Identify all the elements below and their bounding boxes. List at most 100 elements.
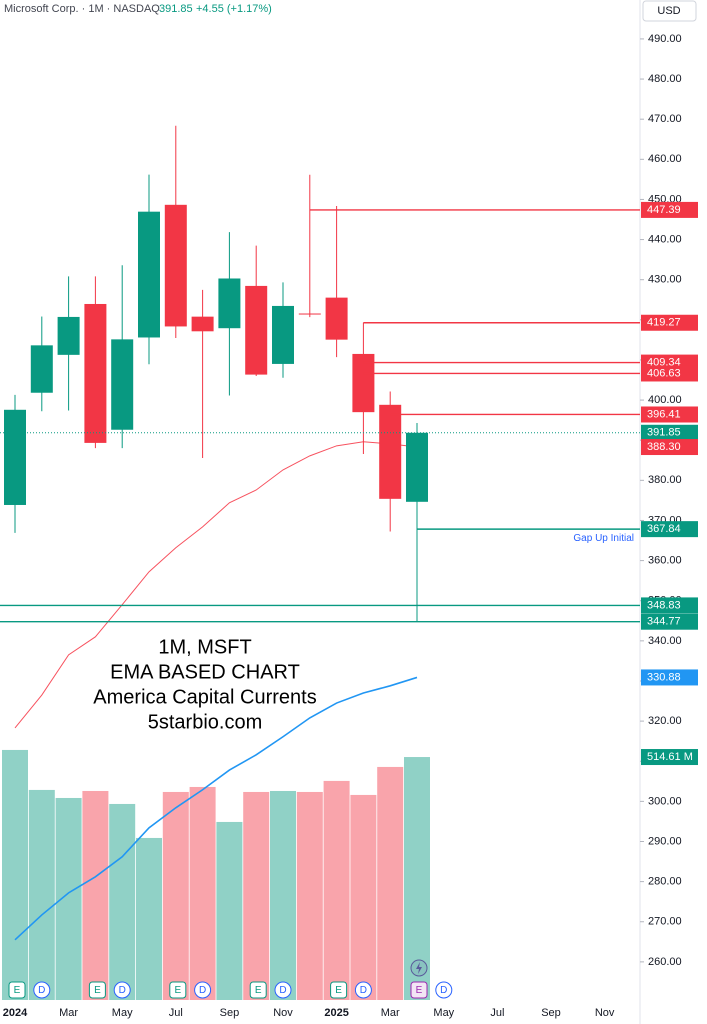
volume-bar bbox=[82, 790, 109, 1000]
volume-bar bbox=[55, 797, 82, 1000]
y-tick-label: 270.00 bbox=[648, 916, 682, 928]
event-marker: E bbox=[416, 985, 423, 996]
earnings-icon bbox=[88, 981, 106, 999]
x-tick-label: Sep bbox=[541, 1007, 561, 1019]
volume-bar bbox=[350, 794, 377, 1000]
candle-body bbox=[298, 313, 321, 315]
candle-body bbox=[138, 211, 160, 338]
y-tick-label: 340.00 bbox=[648, 635, 682, 647]
annotation: Gap Up Initial bbox=[573, 533, 634, 544]
candle-body bbox=[325, 297, 348, 340]
y-tick-label: 460.00 bbox=[648, 153, 682, 165]
price-badge bbox=[641, 201, 698, 218]
earnings-icon bbox=[249, 981, 267, 999]
x-tick-label: 2024 bbox=[3, 1007, 28, 1019]
x-tick-label: Mar bbox=[381, 1007, 400, 1019]
dividend-icon bbox=[354, 981, 372, 999]
dividend-icon bbox=[194, 981, 212, 999]
event-marker: E bbox=[255, 985, 262, 996]
price-badge-label: 388.30 bbox=[647, 441, 681, 453]
price-badge bbox=[641, 521, 698, 538]
price-badge-label: 344.77 bbox=[647, 616, 681, 628]
price-badge-label: 406.63 bbox=[647, 367, 681, 379]
volume-bar bbox=[243, 791, 270, 1000]
price-badge-label: 419.27 bbox=[647, 317, 681, 329]
flash-glyph bbox=[416, 962, 422, 974]
currency: USD bbox=[657, 5, 680, 17]
x-tick-label: May bbox=[112, 1007, 133, 1019]
x-tick-label: Jul bbox=[169, 1007, 183, 1019]
volume-bar bbox=[162, 791, 189, 1000]
price-badge bbox=[641, 613, 698, 630]
currency-box[interactable] bbox=[642, 0, 697, 22]
price-badge bbox=[641, 365, 698, 382]
y-tick-label: 470.00 bbox=[648, 113, 682, 125]
y-tick-label: 280.00 bbox=[648, 876, 682, 888]
y-tick-label: 360.00 bbox=[648, 555, 682, 567]
earnings-icon bbox=[169, 981, 187, 999]
event-marker: E bbox=[14, 985, 21, 996]
y-tick-label: 430.00 bbox=[648, 274, 682, 286]
price-badge-label: 447.39 bbox=[647, 204, 681, 216]
dividend-icon bbox=[435, 981, 453, 999]
price-badge bbox=[641, 406, 698, 423]
price-badge bbox=[641, 314, 698, 331]
ema-line bbox=[14, 441, 418, 729]
candle-body bbox=[272, 305, 294, 364]
volume-bar bbox=[377, 766, 404, 1000]
x-tick-label: Mar bbox=[59, 1007, 78, 1019]
x-tick-label: May bbox=[433, 1007, 454, 1019]
candle-body bbox=[218, 278, 241, 329]
dividend-icon bbox=[113, 981, 131, 999]
volume-bar bbox=[189, 786, 216, 1000]
price-change: +4.55 (+1.17%) bbox=[196, 3, 272, 15]
volume-bar bbox=[270, 790, 296, 1000]
x-tick-label: Nov bbox=[595, 1007, 615, 1019]
ema-line bbox=[14, 676, 418, 941]
y-tick-label: 480.00 bbox=[648, 73, 682, 85]
price-badge-label: 330.88 bbox=[647, 671, 681, 683]
volume-bar bbox=[404, 757, 430, 1000]
watermark-line: 5starbio.com bbox=[148, 711, 263, 733]
price-badge bbox=[641, 439, 698, 456]
dividend-icon bbox=[274, 981, 292, 999]
watermark-line: America Capital Currents bbox=[93, 686, 316, 708]
candle-body bbox=[4, 409, 26, 505]
candle-body bbox=[406, 432, 428, 502]
y-tick-label: 440.00 bbox=[648, 233, 682, 245]
candle-body bbox=[84, 303, 107, 443]
price-badge bbox=[641, 669, 698, 686]
y-tick-label: 400.00 bbox=[648, 394, 682, 406]
candle-body bbox=[352, 353, 375, 413]
event-marker: D bbox=[119, 985, 126, 996]
event-marker: D bbox=[279, 985, 286, 996]
last-price: 391.85 bbox=[159, 3, 193, 15]
volume-bar bbox=[28, 789, 55, 1000]
y-tick-label: 380.00 bbox=[648, 474, 682, 486]
event-marker: D bbox=[199, 985, 206, 996]
price-badge-label: 348.83 bbox=[647, 599, 681, 611]
y-tick-label: 490.00 bbox=[648, 33, 682, 45]
candle-body bbox=[30, 345, 53, 393]
event-marker: D bbox=[38, 985, 45, 996]
volume-bar bbox=[2, 749, 28, 1000]
candle-body bbox=[245, 285, 268, 375]
candle-body bbox=[379, 404, 402, 499]
dividend-icon bbox=[33, 981, 51, 999]
price-badge bbox=[641, 597, 698, 614]
watermark-line: 1M, MSFT bbox=[158, 636, 251, 658]
candle-body bbox=[57, 316, 80, 355]
x-tick-label: 2025 bbox=[324, 1007, 348, 1019]
event-marker: D bbox=[440, 985, 447, 996]
volume-bar bbox=[136, 837, 162, 1000]
volume-badge bbox=[641, 749, 698, 766]
volume-bar bbox=[216, 821, 243, 1000]
event-marker: E bbox=[174, 985, 181, 996]
event-marker: E bbox=[335, 985, 342, 996]
y-tick-label: 290.00 bbox=[648, 835, 682, 847]
price-badge-label: 396.41 bbox=[647, 408, 681, 420]
volume-badge-label: 514.61 M bbox=[647, 751, 693, 763]
earnings-icon bbox=[410, 981, 428, 999]
chart-title: Microsoft Corp. · 1M · NASDAQ bbox=[4, 3, 160, 15]
